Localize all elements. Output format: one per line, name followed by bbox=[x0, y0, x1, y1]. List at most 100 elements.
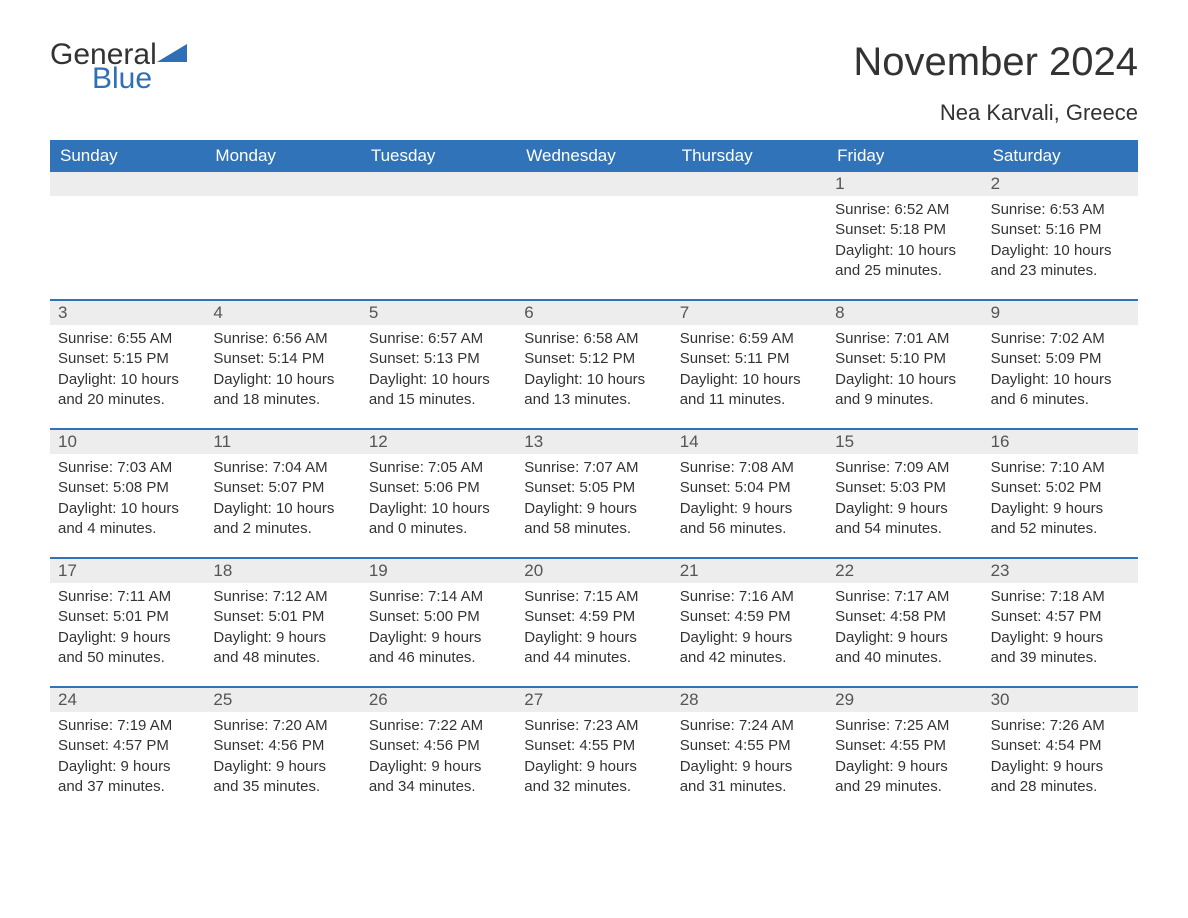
sunset-text: Sunset: 5:11 PM bbox=[680, 349, 819, 369]
day-details: Sunrise: 7:25 AMSunset: 4:55 PMDaylight:… bbox=[827, 712, 982, 797]
day-details: Sunrise: 7:24 AMSunset: 4:55 PMDaylight:… bbox=[672, 712, 827, 797]
day-details: Sunrise: 7:14 AMSunset: 5:00 PMDaylight:… bbox=[361, 583, 516, 668]
day-header-cell: Thursday bbox=[672, 140, 827, 172]
day-header-cell: Monday bbox=[205, 140, 360, 172]
sunset-text: Sunset: 4:55 PM bbox=[835, 736, 974, 756]
sunrise-text: Sunrise: 7:18 AM bbox=[991, 587, 1130, 607]
day-cell bbox=[205, 172, 360, 299]
day-number bbox=[50, 172, 205, 196]
sunset-text: Sunset: 4:58 PM bbox=[835, 607, 974, 627]
day-details: Sunrise: 7:15 AMSunset: 4:59 PMDaylight:… bbox=[516, 583, 671, 668]
title-block: November 2024 bbox=[853, 40, 1138, 85]
day-number: 22 bbox=[827, 559, 982, 583]
sunrise-text: Sunrise: 7:10 AM bbox=[991, 458, 1130, 478]
day-cell: 13Sunrise: 7:07 AMSunset: 5:05 PMDayligh… bbox=[516, 430, 671, 557]
sunrise-text: Sunrise: 7:12 AM bbox=[213, 587, 352, 607]
day-number: 30 bbox=[983, 688, 1138, 712]
day-details: Sunrise: 7:19 AMSunset: 4:57 PMDaylight:… bbox=[50, 712, 205, 797]
daylight-text: Daylight: 10 hours and 23 minutes. bbox=[991, 241, 1130, 282]
day-details: Sunrise: 7:09 AMSunset: 5:03 PMDaylight:… bbox=[827, 454, 982, 539]
day-number: 27 bbox=[516, 688, 671, 712]
day-header-cell: Friday bbox=[827, 140, 982, 172]
day-cell: 26Sunrise: 7:22 AMSunset: 4:56 PMDayligh… bbox=[361, 688, 516, 815]
day-cell: 7Sunrise: 6:59 AMSunset: 5:11 PMDaylight… bbox=[672, 301, 827, 428]
day-number bbox=[205, 172, 360, 196]
daylight-text: Daylight: 9 hours and 39 minutes. bbox=[991, 628, 1130, 669]
daylight-text: Daylight: 10 hours and 9 minutes. bbox=[835, 370, 974, 411]
daylight-text: Daylight: 10 hours and 2 minutes. bbox=[213, 499, 352, 540]
sunrise-text: Sunrise: 6:55 AM bbox=[58, 329, 197, 349]
sunset-text: Sunset: 4:54 PM bbox=[991, 736, 1130, 756]
day-cell bbox=[361, 172, 516, 299]
day-number: 14 bbox=[672, 430, 827, 454]
daylight-text: Daylight: 10 hours and 18 minutes. bbox=[213, 370, 352, 411]
daylight-text: Daylight: 9 hours and 46 minutes. bbox=[369, 628, 508, 669]
daylight-text: Daylight: 9 hours and 37 minutes. bbox=[58, 757, 197, 798]
sunrise-text: Sunrise: 7:20 AM bbox=[213, 716, 352, 736]
day-cell: 12Sunrise: 7:05 AMSunset: 5:06 PMDayligh… bbox=[361, 430, 516, 557]
day-cell: 25Sunrise: 7:20 AMSunset: 4:56 PMDayligh… bbox=[205, 688, 360, 815]
day-cell: 5Sunrise: 6:57 AMSunset: 5:13 PMDaylight… bbox=[361, 301, 516, 428]
day-cell bbox=[672, 172, 827, 299]
day-details: Sunrise: 6:58 AMSunset: 5:12 PMDaylight:… bbox=[516, 325, 671, 410]
day-details: Sunrise: 7:05 AMSunset: 5:06 PMDaylight:… bbox=[361, 454, 516, 539]
daylight-text: Daylight: 9 hours and 32 minutes. bbox=[524, 757, 663, 798]
day-number: 2 bbox=[983, 172, 1138, 196]
day-details: Sunrise: 7:11 AMSunset: 5:01 PMDaylight:… bbox=[50, 583, 205, 668]
header: General Blue November 2024 bbox=[50, 40, 1138, 94]
day-cell: 11Sunrise: 7:04 AMSunset: 5:07 PMDayligh… bbox=[205, 430, 360, 557]
day-cell bbox=[516, 172, 671, 299]
sunrise-text: Sunrise: 7:03 AM bbox=[58, 458, 197, 478]
sunrise-text: Sunrise: 7:14 AM bbox=[369, 587, 508, 607]
sunrise-text: Sunrise: 7:24 AM bbox=[680, 716, 819, 736]
sunrise-text: Sunrise: 6:52 AM bbox=[835, 200, 974, 220]
day-number: 11 bbox=[205, 430, 360, 454]
daylight-text: Daylight: 10 hours and 6 minutes. bbox=[991, 370, 1130, 411]
sunrise-text: Sunrise: 6:59 AM bbox=[680, 329, 819, 349]
day-cell: 8Sunrise: 7:01 AMSunset: 5:10 PMDaylight… bbox=[827, 301, 982, 428]
day-number: 8 bbox=[827, 301, 982, 325]
sunrise-text: Sunrise: 7:25 AM bbox=[835, 716, 974, 736]
day-number: 7 bbox=[672, 301, 827, 325]
day-details: Sunrise: 7:02 AMSunset: 5:09 PMDaylight:… bbox=[983, 325, 1138, 410]
day-cell: 27Sunrise: 7:23 AMSunset: 4:55 PMDayligh… bbox=[516, 688, 671, 815]
daylight-text: Daylight: 9 hours and 56 minutes. bbox=[680, 499, 819, 540]
day-number: 4 bbox=[205, 301, 360, 325]
day-details: Sunrise: 7:20 AMSunset: 4:56 PMDaylight:… bbox=[205, 712, 360, 797]
daylight-text: Daylight: 9 hours and 52 minutes. bbox=[991, 499, 1130, 540]
week-row: 1Sunrise: 6:52 AMSunset: 5:18 PMDaylight… bbox=[50, 172, 1138, 299]
sunrise-text: Sunrise: 7:07 AM bbox=[524, 458, 663, 478]
week-row: 17Sunrise: 7:11 AMSunset: 5:01 PMDayligh… bbox=[50, 557, 1138, 686]
day-details: Sunrise: 7:08 AMSunset: 5:04 PMDaylight:… bbox=[672, 454, 827, 539]
sunset-text: Sunset: 4:59 PM bbox=[524, 607, 663, 627]
sunrise-text: Sunrise: 7:05 AM bbox=[369, 458, 508, 478]
day-number: 10 bbox=[50, 430, 205, 454]
sunset-text: Sunset: 4:57 PM bbox=[58, 736, 197, 756]
day-details: Sunrise: 7:07 AMSunset: 5:05 PMDaylight:… bbox=[516, 454, 671, 539]
daylight-text: Daylight: 10 hours and 20 minutes. bbox=[58, 370, 197, 411]
day-cell: 18Sunrise: 7:12 AMSunset: 5:01 PMDayligh… bbox=[205, 559, 360, 686]
day-cell: 28Sunrise: 7:24 AMSunset: 4:55 PMDayligh… bbox=[672, 688, 827, 815]
sunrise-text: Sunrise: 7:22 AM bbox=[369, 716, 508, 736]
day-details: Sunrise: 7:04 AMSunset: 5:07 PMDaylight:… bbox=[205, 454, 360, 539]
sunset-text: Sunset: 5:10 PM bbox=[835, 349, 974, 369]
day-header-cell: Sunday bbox=[50, 140, 205, 172]
day-cell: 19Sunrise: 7:14 AMSunset: 5:00 PMDayligh… bbox=[361, 559, 516, 686]
sunset-text: Sunset: 5:01 PM bbox=[213, 607, 352, 627]
day-number bbox=[672, 172, 827, 196]
day-header-cell: Tuesday bbox=[361, 140, 516, 172]
day-header-cell: Wednesday bbox=[516, 140, 671, 172]
day-details: Sunrise: 6:57 AMSunset: 5:13 PMDaylight:… bbox=[361, 325, 516, 410]
sunset-text: Sunset: 4:56 PM bbox=[369, 736, 508, 756]
day-cell: 6Sunrise: 6:58 AMSunset: 5:12 PMDaylight… bbox=[516, 301, 671, 428]
sunrise-text: Sunrise: 7:23 AM bbox=[524, 716, 663, 736]
daylight-text: Daylight: 9 hours and 54 minutes. bbox=[835, 499, 974, 540]
sunset-text: Sunset: 4:55 PM bbox=[680, 736, 819, 756]
day-number: 1 bbox=[827, 172, 982, 196]
sunset-text: Sunset: 5:07 PM bbox=[213, 478, 352, 498]
day-number: 18 bbox=[205, 559, 360, 583]
day-cell: 22Sunrise: 7:17 AMSunset: 4:58 PMDayligh… bbox=[827, 559, 982, 686]
day-cell: 15Sunrise: 7:09 AMSunset: 5:03 PMDayligh… bbox=[827, 430, 982, 557]
daylight-text: Daylight: 10 hours and 13 minutes. bbox=[524, 370, 663, 411]
day-cell: 3Sunrise: 6:55 AMSunset: 5:15 PMDaylight… bbox=[50, 301, 205, 428]
